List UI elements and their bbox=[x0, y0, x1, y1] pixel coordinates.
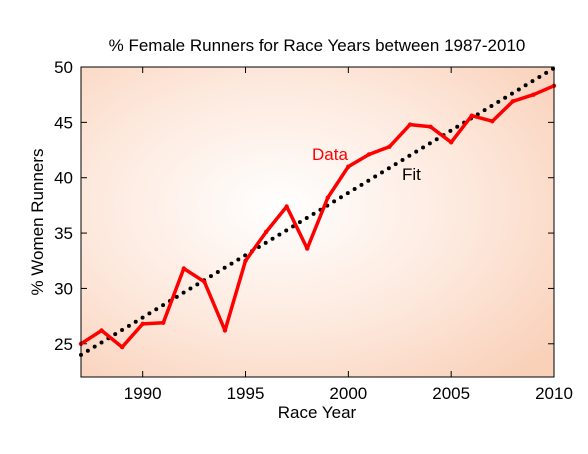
y-tick-label: 35 bbox=[54, 224, 73, 243]
y-tick-label: 30 bbox=[54, 279, 73, 298]
x-tick-label: 2005 bbox=[432, 384, 470, 403]
data-point bbox=[469, 113, 474, 118]
data-point bbox=[243, 258, 248, 263]
data-point bbox=[140, 321, 145, 327]
data-point bbox=[325, 195, 330, 200]
annotation-data: Data bbox=[312, 145, 348, 164]
data-point bbox=[387, 144, 392, 149]
data-point bbox=[531, 92, 536, 97]
data-point bbox=[448, 140, 454, 145]
chart-title: % Female Runners for Race Years between … bbox=[109, 36, 526, 55]
data-point bbox=[202, 279, 207, 284]
data-point bbox=[119, 344, 125, 350]
x-tick-label: 2010 bbox=[535, 384, 573, 403]
data-point bbox=[305, 246, 310, 251]
y-tick-label: 40 bbox=[54, 169, 73, 188]
data-point bbox=[161, 320, 166, 325]
x-tick-label: 1995 bbox=[227, 384, 265, 403]
x-tick-label: 2000 bbox=[329, 384, 367, 403]
x-axis-label: Race Year bbox=[278, 403, 357, 422]
y-tick-label: 45 bbox=[54, 113, 73, 132]
data-point bbox=[99, 328, 104, 333]
data-point bbox=[346, 164, 351, 169]
y-axis-ticks: 25 30 35 40 45 50 bbox=[54, 58, 554, 354]
series-layer bbox=[78, 66, 557, 357]
x-tick-label: 1990 bbox=[124, 384, 162, 403]
data-point bbox=[366, 152, 372, 157]
data-point bbox=[428, 124, 433, 129]
data-point bbox=[284, 204, 289, 209]
y-axis-label: % Women Runners bbox=[28, 148, 47, 295]
plot-area-frame bbox=[80, 66, 555, 378]
data-point bbox=[263, 229, 269, 235]
y-tick-label: 50 bbox=[54, 58, 73, 77]
x-axis-ticks: 1990 1995 2000 2005 2010 bbox=[124, 67, 573, 403]
series-line-data bbox=[80, 84, 555, 349]
data-point bbox=[510, 99, 516, 104]
data-point bbox=[407, 122, 413, 127]
y-tick-label: 25 bbox=[54, 335, 73, 354]
annotation-fit: Fit bbox=[402, 165, 421, 184]
data-point bbox=[181, 266, 187, 271]
data-point bbox=[222, 328, 228, 333]
data-point bbox=[490, 119, 495, 124]
